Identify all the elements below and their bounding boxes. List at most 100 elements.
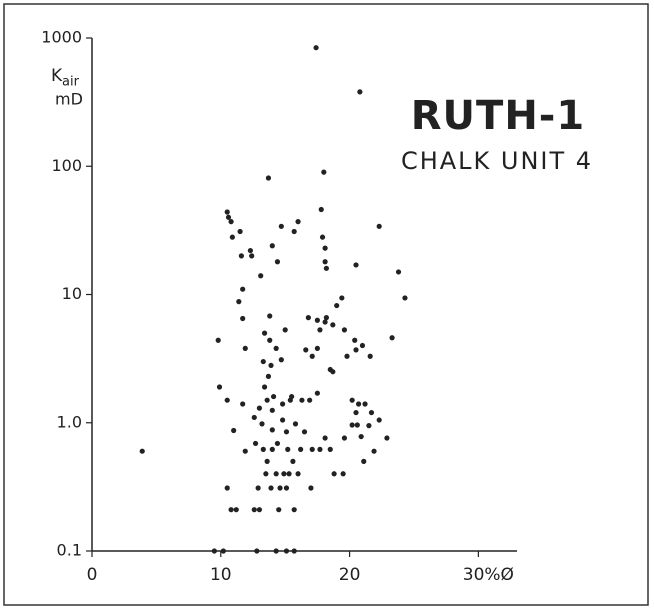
- point: [354, 422, 360, 428]
- point: [261, 384, 268, 390]
- point: [269, 446, 275, 452]
- point: [281, 471, 287, 477]
- point: [330, 322, 336, 328]
- point: [359, 342, 366, 349]
- point: [295, 219, 301, 225]
- point: [280, 417, 286, 423]
- point: [268, 485, 274, 491]
- point: [269, 407, 275, 413]
- point: [298, 446, 304, 452]
- point: [280, 401, 286, 407]
- point: [228, 507, 234, 513]
- point: [263, 471, 269, 477]
- point: [292, 421, 299, 427]
- point: [384, 435, 390, 441]
- point: [389, 335, 395, 341]
- point: [318, 206, 324, 213]
- point: [371, 448, 377, 454]
- point: [361, 458, 367, 464]
- point: [282, 327, 288, 333]
- point: [265, 175, 272, 181]
- point: [367, 353, 373, 359]
- point: [314, 317, 320, 323]
- point: [211, 548, 217, 554]
- point: [286, 471, 292, 477]
- point: [322, 245, 328, 251]
- y-tick-label: 0.1: [57, 541, 82, 560]
- point: [327, 366, 333, 373]
- point: [357, 89, 363, 95]
- y-label-unit: mD: [55, 90, 83, 109]
- point: [289, 393, 295, 400]
- point: [341, 435, 348, 441]
- point: [334, 302, 340, 309]
- point: [323, 315, 329, 321]
- point: [309, 446, 315, 452]
- chart-subtitle: CHALK UNIT 4: [401, 147, 593, 175]
- point: [402, 295, 408, 301]
- point: [276, 507, 282, 513]
- point: [308, 485, 314, 491]
- point: [220, 548, 226, 554]
- point: [274, 259, 281, 265]
- point: [269, 427, 275, 433]
- point: [362, 401, 368, 407]
- point: [339, 295, 345, 301]
- point: [224, 485, 230, 491]
- point: [273, 471, 279, 477]
- point: [229, 234, 235, 240]
- point: [273, 345, 279, 351]
- point: [278, 357, 284, 363]
- point: [251, 507, 257, 513]
- point: [322, 319, 328, 325]
- chart-title: RUTH-1: [411, 93, 585, 139]
- point: [255, 485, 261, 491]
- point: [355, 401, 362, 407]
- point: [267, 313, 273, 319]
- point: [291, 228, 297, 235]
- point: [249, 253, 255, 259]
- point: [295, 471, 301, 477]
- x-tick-label: 10: [210, 565, 232, 585]
- point: [349, 422, 355, 428]
- point: [283, 485, 290, 491]
- point: [277, 485, 283, 491]
- point: [303, 347, 309, 353]
- point: [139, 448, 145, 454]
- x-tick-label: 30%Ø: [463, 565, 514, 585]
- point: [242, 345, 248, 351]
- point: [258, 273, 264, 279]
- point: [309, 353, 315, 359]
- point: [238, 253, 244, 259]
- point: [376, 417, 382, 423]
- point: [314, 345, 320, 351]
- point: [322, 259, 328, 265]
- point: [260, 358, 266, 365]
- x-tick-label: 0: [87, 565, 98, 585]
- point: [321, 169, 327, 175]
- point: [268, 362, 274, 369]
- point: [352, 337, 358, 343]
- point: [273, 548, 279, 554]
- point: [240, 401, 246, 407]
- point: [237, 228, 243, 235]
- point: [256, 507, 263, 513]
- point: [322, 435, 328, 441]
- point: [344, 353, 350, 359]
- point: [251, 414, 257, 421]
- point: [299, 397, 305, 403]
- point: [228, 219, 234, 225]
- point: [366, 423, 372, 429]
- point: [236, 299, 242, 305]
- y-tick-label: 100: [51, 156, 82, 175]
- point: [353, 409, 359, 416]
- point: [215, 337, 221, 343]
- point: [349, 397, 355, 403]
- point: [291, 507, 297, 513]
- point: [216, 384, 223, 390]
- point: [319, 234, 326, 240]
- point: [231, 427, 237, 434]
- point: [331, 471, 337, 477]
- point: [291, 548, 297, 554]
- point: [267, 337, 273, 343]
